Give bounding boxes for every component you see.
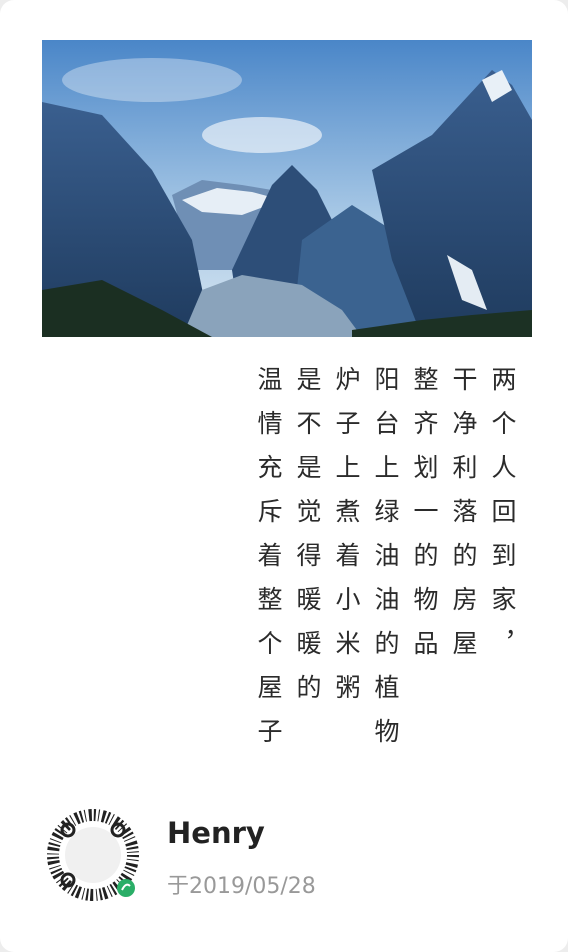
mini-program-code[interactable] (46, 808, 140, 902)
user-name: Henry (167, 816, 265, 850)
poem-line: 整齐划一的物品 (410, 366, 439, 674)
post-date: 于2019/05/28 (167, 874, 316, 899)
poem-line: 炉子上煮着小米粥 (332, 366, 361, 718)
mountain-photo (42, 40, 532, 337)
poem-line: 阳台上绿油油的植物 (371, 366, 400, 762)
poem-line: 两个人回到家， (488, 366, 517, 674)
poem-line: 温情充斥着整个屋子 (254, 366, 283, 762)
poem-line: 干净利落的房屋 (449, 366, 478, 674)
poem-line: 是不是觉得暖暖的 (293, 366, 322, 718)
